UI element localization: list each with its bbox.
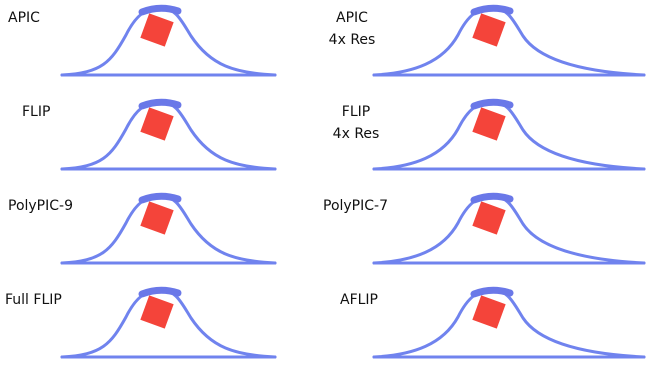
panel: PolyPIC-7	[323, 196, 644, 263]
rigid-box	[472, 295, 505, 328]
fluid-surface	[374, 290, 644, 357]
panel-label: PolyPIC-9	[8, 198, 73, 214]
rigid-box	[140, 201, 173, 234]
panel: APIC	[8, 8, 275, 75]
panel-label: 4x Res	[333, 126, 380, 142]
fluid-crest	[474, 102, 510, 106]
fluid-crest	[474, 290, 510, 294]
rigid-box	[472, 13, 505, 46]
fluid-surface	[62, 290, 275, 357]
fluid-surface	[62, 8, 275, 75]
fluid-surface	[62, 196, 275, 263]
rigid-box	[140, 107, 173, 140]
panel-label: 4x Res	[329, 32, 376, 48]
fluid-surface	[374, 8, 644, 75]
panel-label: APIC	[336, 10, 368, 26]
fluid-crest	[142, 290, 178, 294]
rigid-box	[140, 13, 173, 46]
panel-label: PolyPIC-7	[323, 198, 388, 214]
panel-label: FLIP	[342, 104, 370, 120]
panel: PolyPIC-9	[8, 196, 275, 263]
panel-label: FLIP	[22, 104, 50, 120]
panel: FLIP	[22, 102, 275, 169]
fluid-surface	[374, 196, 644, 263]
rigid-box	[140, 295, 173, 328]
figure: APIC APIC 4x Res FLIP FLIP 4x Res PolyPIC-9 Pol…	[0, 0, 647, 375]
panel-label: AFLIP	[340, 292, 378, 308]
rigid-box	[472, 201, 505, 234]
fluid-crest	[142, 196, 178, 200]
fluid-surface	[374, 102, 644, 169]
fluid-crest	[474, 196, 510, 200]
fluid-crest	[474, 8, 510, 12]
rigid-box	[472, 107, 505, 140]
panel: AFLIP	[340, 290, 644, 357]
panel: APIC 4x Res	[329, 8, 644, 75]
panel-label: APIC	[8, 10, 40, 26]
fluid-crest	[142, 8, 178, 12]
panel-label: Full FLIP	[5, 292, 62, 308]
fluid-surface	[62, 102, 275, 169]
panel: FLIP 4x Res	[333, 102, 644, 169]
panel: Full FLIP	[5, 290, 275, 357]
fluid-crest	[142, 102, 178, 106]
